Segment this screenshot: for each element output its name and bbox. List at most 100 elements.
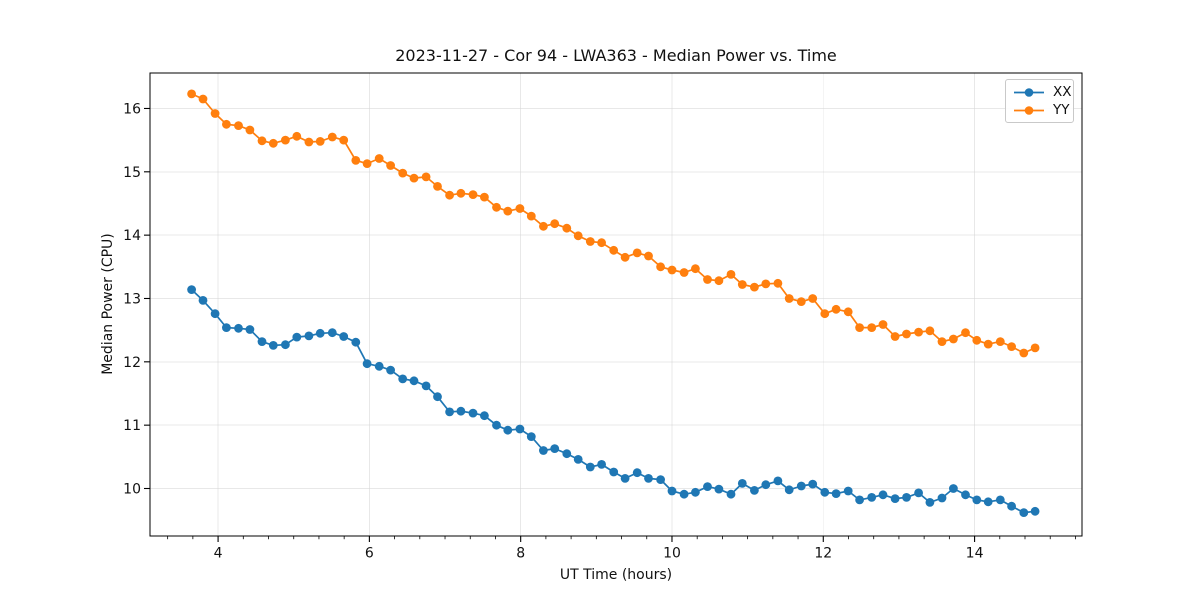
series-xx-point [268, 341, 278, 350]
series-yy-point [304, 137, 314, 147]
series-yy-point [550, 219, 560, 229]
series-yy-point [1030, 343, 1040, 353]
series-xx-point [796, 481, 806, 491]
series-xx-point [597, 460, 606, 469]
series-xx-point [995, 495, 1005, 505]
series-yy-point [656, 262, 665, 272]
series-yy-point [784, 294, 794, 303]
series-yy-point [820, 309, 830, 319]
x-tick-label: 12 [814, 546, 832, 562]
series-yy-point [796, 297, 806, 306]
series-xx-point [831, 489, 841, 498]
series-yy-point [1007, 342, 1016, 351]
y-tick-label: 14 [123, 228, 141, 244]
series-yy-point [292, 131, 302, 141]
series-xx-point [433, 392, 442, 402]
series-yy-point [585, 237, 595, 246]
y-tick-label: 10 [123, 481, 141, 497]
series-xx-point [421, 381, 431, 391]
series-yy-point [257, 136, 267, 146]
series-yy-point [726, 270, 736, 279]
series-yy-point [351, 156, 361, 165]
series-xx-point [585, 462, 595, 472]
series-yy-point [750, 282, 759, 292]
series-yy-point [562, 223, 572, 233]
series-yy-point [573, 231, 583, 241]
series-yy-point [773, 278, 783, 288]
series-xx-point [234, 323, 243, 333]
series-xx-point [304, 331, 314, 341]
series-xx-point [327, 328, 337, 338]
series-yy-point [925, 326, 935, 336]
legend: XX YY [1005, 79, 1074, 123]
series-xx-point [503, 425, 513, 435]
series-xx-point [714, 484, 724, 494]
x-tick-label: 8 [516, 546, 525, 562]
series-xx-point [281, 340, 290, 350]
series-yy-point [421, 172, 431, 182]
series-yy-point [187, 89, 197, 99]
series-xx-point [972, 495, 982, 505]
series-xx-point [398, 374, 408, 384]
series-yy-point [878, 320, 888, 329]
series-yy-point [983, 339, 993, 349]
series-xx-point [245, 325, 255, 334]
x-tick-label: 14 [966, 546, 984, 562]
series-yy-point [597, 238, 606, 248]
series-xx-point [902, 493, 911, 502]
legend-sample-xx-icon [1014, 87, 1044, 97]
x-tick-label: 4 [214, 546, 223, 562]
series-yy-point [245, 125, 255, 135]
series-yy-point [703, 275, 712, 284]
series-xx-point [937, 493, 947, 503]
series-yy-line [190, 93, 1036, 354]
series-xx-point [292, 332, 302, 342]
series-yy-point [902, 329, 911, 339]
series-yy-point [503, 206, 513, 216]
series-yy-point [609, 245, 619, 255]
series-yy-point [679, 268, 689, 277]
series-yy-point [867, 323, 877, 332]
series-xx-point [386, 365, 395, 375]
series-yy-point [468, 190, 478, 200]
series-xx-point [492, 420, 501, 430]
series-yy-point [268, 138, 278, 148]
series-xx-point [867, 493, 877, 502]
y-tick-label: 12 [123, 355, 141, 371]
plot-border [149, 72, 1083, 537]
series-yy-point [456, 188, 466, 198]
series-xx-point [1007, 501, 1016, 511]
series-xx-point [667, 486, 677, 496]
series-yy-point [937, 337, 947, 346]
series-yy-point [972, 335, 982, 345]
series-yy-point [737, 280, 747, 289]
series-xx-point [820, 487, 830, 497]
series-xx-point [914, 488, 923, 498]
series-yy-point [995, 337, 1005, 346]
series-yy-point [433, 182, 442, 191]
series-yy-point [374, 154, 384, 163]
y-axis-label: Median Power (CPU) [100, 233, 116, 375]
legend-sample-yy-icon [1014, 105, 1044, 115]
series-yy-point [339, 135, 349, 145]
series-xx-point [468, 408, 478, 418]
series-xx-point [737, 479, 747, 488]
series-yy-point [949, 334, 958, 344]
series-yy-point [539, 221, 548, 231]
series-xx-point [562, 449, 572, 459]
series-xx-point [456, 406, 466, 416]
series-yy-point [409, 173, 419, 183]
series-yy-point [914, 327, 923, 337]
series-xx-point [573, 455, 583, 464]
series-xx-point [703, 482, 712, 491]
series-yy-point [761, 279, 771, 289]
series-yy-point [890, 332, 900, 341]
series-xx-point [362, 359, 372, 369]
x-tick-label: 10 [663, 546, 681, 562]
series-xx-point [961, 490, 970, 500]
series-xx-point [409, 376, 419, 386]
series-xx-point [843, 486, 853, 496]
series-yy-point [843, 307, 853, 317]
series-yy-point [234, 121, 243, 130]
